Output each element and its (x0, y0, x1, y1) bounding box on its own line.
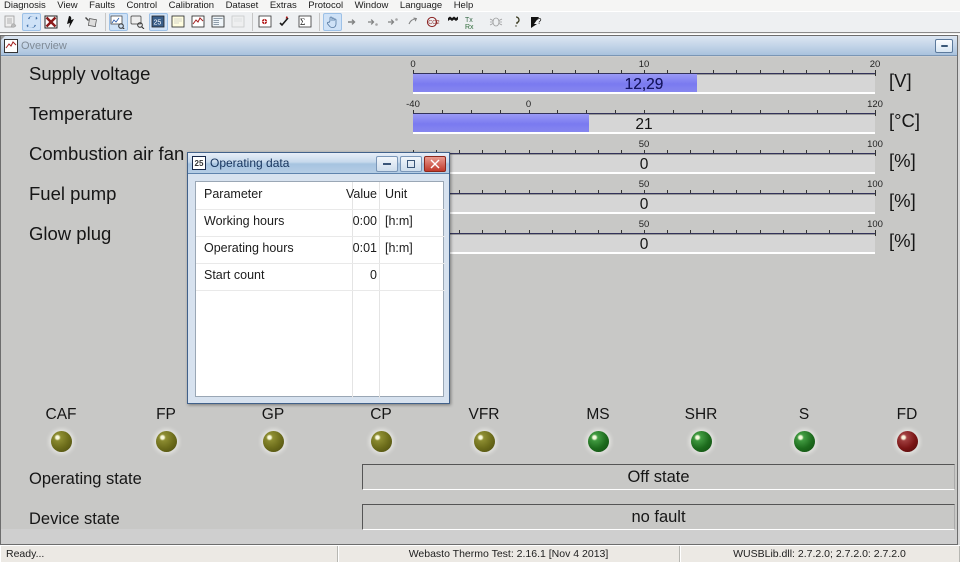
svg-text:Tx: Tx (465, 17, 473, 24)
svg-text:Rx: Rx (465, 24, 474, 29)
svg-text:?: ? (537, 17, 542, 26)
svg-text:25: 25 (153, 20, 161, 27)
svg-text:CO2: CO2 (428, 20, 439, 26)
svg-text:Σ: Σ (300, 17, 305, 27)
